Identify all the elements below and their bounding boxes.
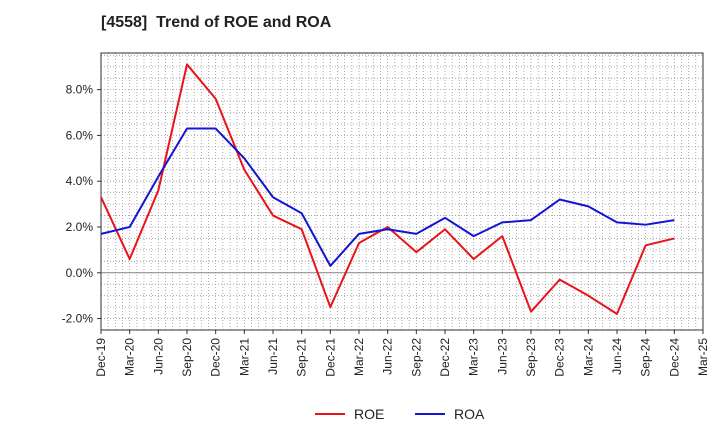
y-tick-label: 4.0% [66,174,94,188]
x-tick-label: Jun-21 [266,338,280,375]
legend-label-roa: ROA [454,406,485,422]
x-tick-label: Mar-21 [237,338,251,376]
x-tick-label: Sep-20 [180,338,194,377]
y-tick-label: -2.0% [62,312,94,326]
legend-label-roe: ROE [354,406,384,422]
x-tick-label: Dec-23 [553,338,567,377]
x-tick-label: Sep-21 [295,338,309,377]
x-tick-label: Sep-23 [524,338,538,377]
y-tick-label: 6.0% [66,128,94,142]
x-tick-label: Jun-22 [381,338,395,375]
y-tick-label: 2.0% [66,220,94,234]
series-line-roa [100,127,675,267]
plot-frame [100,52,704,331]
x-tick-label: Dec-19 [94,338,108,377]
y-tick-label: 8.0% [66,83,94,97]
x-tick-label: Mar-22 [352,338,366,376]
x-tick-label: Mar-25 [696,338,710,376]
x-tick-label: Dec-22 [438,338,452,377]
x-tick-label: Sep-22 [409,338,423,377]
x-tick-label: Jun-24 [610,338,624,375]
x-tick-label: Dec-24 [667,338,681,377]
x-tick-label: Sep-24 [639,338,653,377]
x-tick-label: Dec-20 [209,338,223,377]
x-tick-label: Mar-20 [123,338,137,376]
x-tick-label: Mar-23 [467,338,481,376]
x-tick-label: Jun-23 [495,338,509,375]
series-line-roe [100,63,675,315]
x-tick-label: Dec-21 [323,338,337,377]
y-tick-label: 0.0% [66,266,94,280]
x-tick-label: Jun-20 [151,338,165,375]
chart-title: [4558] Trend of ROE and ROA [101,14,332,31]
x-tick-label: Mar-24 [581,338,595,376]
